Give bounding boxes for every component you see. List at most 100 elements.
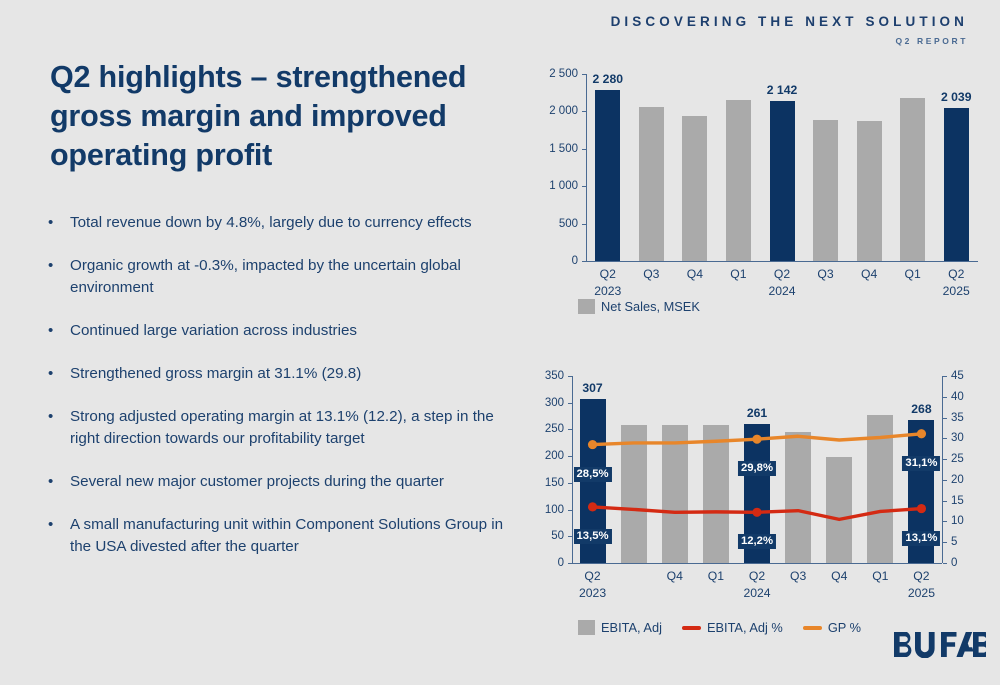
secondary-y-axis-tick-label: 45 [951, 370, 964, 382]
legend-item[interactable]: GP % [802, 620, 862, 635]
x-axis-tick-label: Q1 [872, 569, 889, 583]
bullet-marker: • [48, 408, 54, 426]
x-axis-year-label: 2023 [578, 586, 607, 600]
secondary-y-axis-line [942, 376, 943, 563]
y-axis-tick [582, 261, 586, 262]
y-axis-tick-label: 150 [544, 476, 564, 489]
x-axis-tick-label: Q3 [817, 267, 834, 281]
point-value-label: 28,5% [573, 466, 612, 482]
y-axis-tick-label: 2 000 [549, 105, 578, 118]
bar-value-label: 2 142 [766, 82, 798, 97]
legend-color-swatch [578, 299, 595, 314]
bullet-text: A small manufacturing unit within Compon… [70, 516, 504, 556]
y-axis-line [586, 74, 587, 261]
y-axis-tick [582, 186, 586, 188]
bufab-logo [894, 632, 992, 663]
bar [725, 100, 751, 261]
bullet-text: Continued large variation across industr… [70, 322, 358, 340]
secondary-y-axis-tick [943, 438, 947, 440]
x-axis-year-label: 2024 [768, 284, 796, 298]
secondary-y-axis-tick [943, 417, 947, 419]
header-subtitle: Q2 REPORT [895, 36, 968, 46]
highlight-bullet: • A small manufacturing unit within Compo… [48, 514, 518, 558]
x-axis-tick-label: Q2 [913, 569, 930, 583]
secondary-y-axis-tick [943, 479, 947, 481]
highlight-bullet: • Continued large variation across indust… [48, 320, 518, 342]
highlight-bullet: • Strong adjusted operating margin at 13.… [48, 406, 518, 450]
header-kicker: DISCOVERING THE NEXT SOLUTION [610, 14, 968, 29]
x-axis-tick-label: Q2 [599, 267, 616, 281]
x-axis-tick-label: Q3 [643, 267, 660, 281]
secondary-y-axis-tick [943, 563, 947, 564]
secondary-y-axis-tick [943, 542, 947, 544]
secondary-y-axis-tick [943, 521, 947, 523]
page-title: Q2 highlights – strengthened gross margi… [50, 60, 467, 173]
y-axis-tick [582, 148, 586, 150]
secondary-y-axis-tick-label: 40 [951, 390, 964, 403]
secondary-y-axis-tick-label: 25 [951, 453, 964, 466]
y-axis-tick [568, 402, 572, 404]
y-axis-tick [568, 563, 572, 564]
legend-item[interactable]: EBITA, Adj % [681, 620, 783, 635]
bullet-text: Total revenue down by 4.8%, largely due … [70, 214, 472, 231]
bar [595, 90, 621, 261]
y-axis-tick [582, 74, 586, 75]
bufab-logo-mark [894, 632, 992, 659]
x-axis-tick-label: Q1 [904, 267, 921, 281]
legend-label: Net Sales, MSEK [601, 299, 700, 314]
secondary-y-axis-tick-label: 0 [951, 557, 958, 569]
secondary-y-axis-tick-label: 5 [951, 536, 958, 549]
y-axis-tick-label: 500 [558, 217, 578, 230]
bar [856, 120, 882, 261]
legend-label: EBITA, Adj % [706, 620, 783, 635]
bullet-marker: • [48, 257, 54, 275]
y-axis-tick-label: 2 500 [549, 68, 578, 80]
bullet-marker: • [48, 365, 54, 383]
y-axis-tick-label: 50 [551, 530, 564, 543]
bar [769, 100, 795, 261]
y-axis-tick [568, 536, 572, 538]
x-axis-tick-label: Q4 [686, 267, 704, 281]
y-axis-tick [582, 111, 586, 113]
secondary-y-axis-tick [943, 376, 947, 377]
legend-line-swatch [802, 625, 822, 630]
y-axis-tick-label: 1 000 [549, 180, 578, 193]
y-axis-tick-label: 250 [544, 423, 564, 436]
y-axis-tick-label: 350 [544, 370, 564, 382]
legend-label: GP % [827, 620, 862, 635]
bar [682, 115, 708, 261]
y-axis-tick-label: 200 [544, 450, 564, 463]
y-axis-tick-label: 1 500 [549, 142, 578, 155]
secondary-y-axis-tick-label: 30 [951, 432, 964, 445]
y-axis-tick [568, 482, 572, 484]
x-axis-tick-label: Q1 [730, 267, 747, 281]
x-axis-year-label: 2024 [743, 586, 771, 600]
x-axis-tick-label: Q1 [707, 569, 725, 583]
bar [900, 97, 926, 261]
x-axis-tick-label: Q2 [584, 569, 601, 583]
y-axis-tick-label: 100 [544, 503, 564, 516]
secondary-y-axis-tick-label: 10 [951, 515, 964, 528]
x-axis-tick-label: Q2 [948, 267, 965, 281]
bar [620, 425, 647, 563]
bar [702, 425, 729, 563]
x-axis-year-label: 2025 [907, 586, 935, 600]
bullet-marker: • [48, 214, 54, 231]
x-axis-line [572, 563, 942, 564]
bar [826, 456, 853, 563]
highlight-bullet: • Strengthened gross margin at 31.1% (29.… [48, 363, 518, 385]
secondary-y-axis-tick [943, 459, 947, 461]
y-axis-line [572, 376, 573, 563]
x-axis-year-label: 2025 [942, 284, 970, 298]
legend-item[interactable]: EBITA, Adj [578, 620, 662, 635]
bar [813, 120, 839, 261]
bullet-marker: • [48, 322, 54, 340]
bullet-text: Strengthened gross margin at 31.1% (29.8… [70, 365, 362, 383]
net-sales-legend: Net Sales, MSEK [578, 299, 713, 314]
ebita-chart: 0 50 100 150 200 250 300 350 0 5 10 15 20 25 30 35 40 45 3… [528, 366, 990, 611]
secondary-y-axis-tick [943, 500, 947, 502]
bar-value-label: 268 [911, 401, 932, 416]
legend-item[interactable]: Net Sales, MSEK [578, 299, 700, 314]
y-axis-tick-label: 300 [544, 396, 564, 409]
